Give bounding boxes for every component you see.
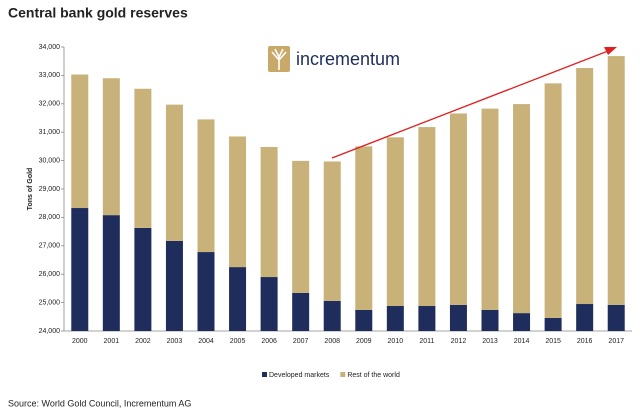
logo-text: incrementum bbox=[296, 49, 400, 69]
x-tick-label: 2001 bbox=[104, 338, 120, 345]
bar-segment bbox=[165, 240, 183, 331]
chart-title: Central bank gold reserves bbox=[8, 5, 188, 21]
bar-segment bbox=[355, 309, 373, 331]
bar-segment bbox=[229, 136, 247, 268]
x-tick-label: 2017 bbox=[608, 338, 624, 345]
logo-icon bbox=[268, 46, 290, 72]
x-tick-label: 2003 bbox=[167, 338, 183, 345]
bar-segment bbox=[165, 104, 183, 241]
bar-segment bbox=[292, 160, 310, 293]
bars bbox=[71, 56, 625, 331]
x-tick-label: 2014 bbox=[514, 338, 530, 345]
y-tick-label: 27,000 bbox=[39, 243, 61, 250]
x-tick-label: 2016 bbox=[577, 338, 593, 345]
x-tick-label: 2006 bbox=[261, 338, 277, 345]
y-tick-label: 25,000 bbox=[39, 299, 61, 306]
bar-segment bbox=[576, 68, 594, 305]
bar-segment bbox=[576, 304, 594, 331]
bar-segment bbox=[102, 78, 120, 216]
bar-segment bbox=[292, 292, 310, 331]
y-tick-label: 30,000 bbox=[39, 157, 61, 164]
bar-segment bbox=[607, 304, 625, 331]
bar-segment bbox=[481, 108, 499, 310]
y-tick-label: 29,000 bbox=[39, 186, 61, 193]
x-tick-label: 2015 bbox=[545, 338, 561, 345]
bar-segment bbox=[71, 208, 89, 331]
bar-segment bbox=[134, 227, 152, 331]
x-tick-label: 2004 bbox=[198, 338, 214, 345]
y-axis-label: Tons of Gold bbox=[27, 168, 34, 211]
bar-segment bbox=[481, 309, 499, 331]
bar-segment bbox=[102, 215, 120, 331]
y-tick-label: 26,000 bbox=[39, 271, 61, 278]
bar-segment bbox=[386, 137, 404, 307]
x-tick-label: 2013 bbox=[482, 338, 498, 345]
y-tick-label: 32,000 bbox=[39, 101, 61, 108]
bar-segment bbox=[134, 88, 152, 228]
bar-segment bbox=[513, 313, 531, 331]
bar-segment bbox=[607, 56, 625, 305]
y-tick-label: 24,000 bbox=[39, 328, 61, 335]
y-tick-label: 31,000 bbox=[39, 129, 61, 136]
bar-segment bbox=[260, 277, 278, 331]
x-tick-label: 2008 bbox=[324, 338, 340, 345]
bar-segment bbox=[544, 317, 562, 331]
bar-segment bbox=[544, 83, 562, 318]
bar-segment bbox=[449, 304, 467, 331]
bar-segment bbox=[418, 127, 436, 307]
source: Source: World Gold Council, Incrementum … bbox=[8, 398, 191, 408]
legend-label: Developed markets bbox=[269, 372, 330, 379]
bar-segment bbox=[418, 306, 436, 331]
bar-segment bbox=[229, 267, 247, 331]
bar-segment bbox=[260, 146, 278, 278]
y-tick-label: 34,000 bbox=[39, 44, 61, 51]
x-tick-label: 2009 bbox=[356, 338, 372, 345]
bar-segment bbox=[449, 113, 467, 305]
y-tick-label: 33,000 bbox=[39, 72, 61, 79]
x-tick-label: 2011 bbox=[419, 338, 434, 345]
bar-segment bbox=[513, 104, 531, 314]
bar-segment bbox=[71, 74, 89, 209]
legend-swatch bbox=[262, 372, 267, 377]
x-tick-label: 2002 bbox=[135, 338, 151, 345]
y-tick-label: 28,000 bbox=[39, 214, 61, 221]
bar-segment bbox=[355, 146, 373, 310]
bar-segment bbox=[197, 119, 215, 253]
trend-arrow bbox=[331, 47, 617, 159]
bar-segment bbox=[386, 306, 404, 331]
legend-swatch bbox=[340, 372, 346, 377]
x-tick-label: 2012 bbox=[451, 338, 467, 345]
bar-segment bbox=[323, 161, 341, 301]
x-tick-label: 2005 bbox=[230, 338, 246, 345]
x-tick-label: 2007 bbox=[293, 338, 309, 345]
bar-segment bbox=[197, 252, 215, 331]
x-tick-label: 2000 bbox=[72, 338, 88, 345]
bar-segment bbox=[323, 300, 341, 331]
legend-label: Rest of the world bbox=[347, 372, 400, 379]
x-tick-label: 2010 bbox=[388, 338, 404, 345]
